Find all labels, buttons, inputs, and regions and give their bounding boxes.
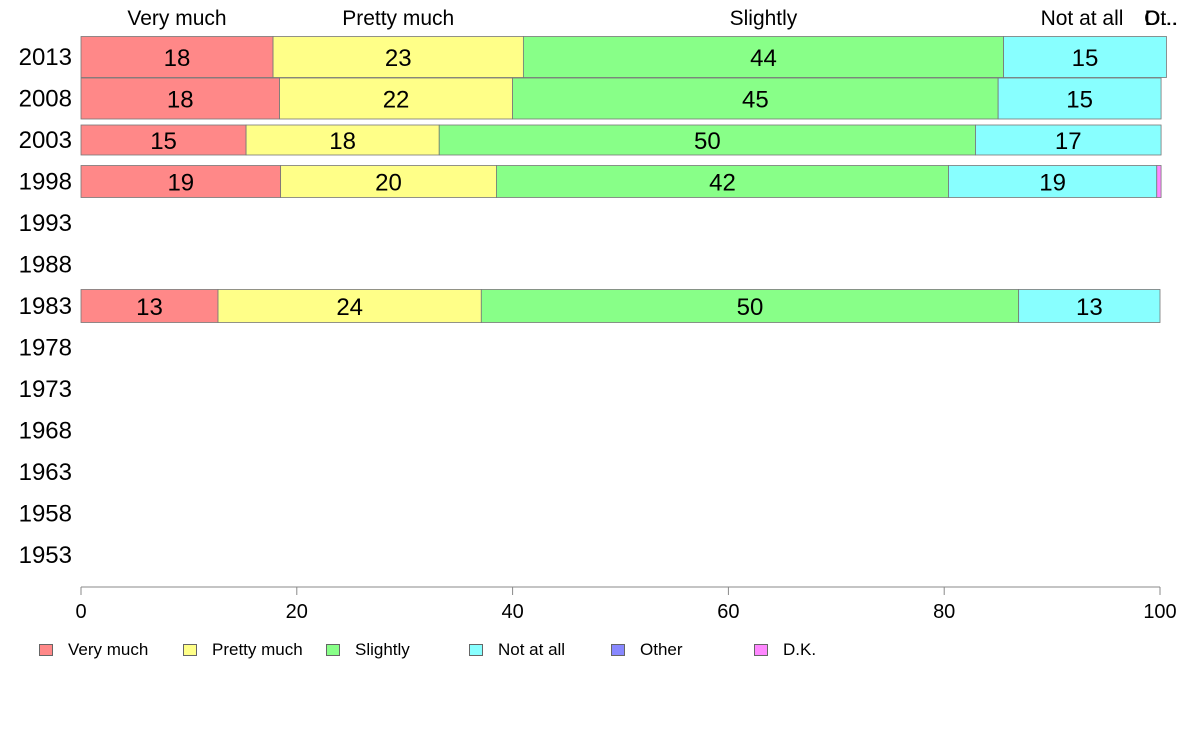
data-label: 50 <box>694 128 721 155</box>
legend-label: Very much <box>68 640 149 659</box>
legend: Very much Pretty much Slightly Not at all Ot… <box>0 636 1188 664</box>
data-label: 18 <box>329 128 356 155</box>
data-label: 18 <box>164 45 191 72</box>
y-tick-label: 1963 <box>19 459 72 486</box>
bar-segment <box>975 124 1162 156</box>
bar-segment <box>1156 165 1162 198</box>
bar-segment <box>217 289 482 323</box>
legend-item: D.K. <box>754 640 816 660</box>
bar-segment <box>80 77 280 120</box>
bar-segment <box>480 289 1020 323</box>
y-tick-label: 1958 <box>19 501 72 528</box>
bar-segment <box>279 77 514 120</box>
x-tick-label: 80 <box>933 601 955 623</box>
y-tick-label: 2003 <box>19 127 72 154</box>
legend-label: D.K. <box>783 640 817 659</box>
legend-swatch <box>754 644 768 656</box>
bar-segment <box>280 165 497 198</box>
bar-segment <box>80 36 274 78</box>
bar-segment <box>1003 36 1167 78</box>
y-tick-label: 1983 <box>19 293 72 320</box>
top-category-label: Slightly <box>730 7 798 30</box>
top-category-label: D... <box>1145 7 1178 30</box>
x-tick-label: 40 <box>501 601 523 623</box>
y-tick-label: 1968 <box>19 418 72 445</box>
x-tick-label: 100 <box>1143 601 1176 623</box>
top-category-label: Pretty much <box>342 7 454 30</box>
bar-segment <box>80 289 219 323</box>
y-tick-label: 1953 <box>19 542 72 569</box>
bar-segment <box>80 124 247 156</box>
y-tick-label: 2008 <box>19 86 72 113</box>
data-label: 15 <box>1072 45 1099 72</box>
top-category-label: Very much <box>127 7 226 30</box>
data-label: 15 <box>150 128 177 155</box>
y-tick-label: 1993 <box>19 210 72 237</box>
top-category-label: Ot.. <box>1144 7 1178 30</box>
data-label: 20 <box>375 170 402 197</box>
data-label: 24 <box>336 294 363 321</box>
y-tick-label: 1998 <box>19 169 72 196</box>
legend-swatch <box>39 644 53 656</box>
legend-swatch <box>326 644 340 656</box>
legend-item: Other <box>611 640 683 660</box>
y-tick-label: 1973 <box>19 376 72 403</box>
data-label: 42 <box>709 170 736 197</box>
data-label: 17 <box>1055 128 1082 155</box>
legend-item: Very much <box>39 640 148 660</box>
bar-segment <box>512 77 999 120</box>
data-label: 22 <box>383 87 410 114</box>
legend-label: Not at all <box>498 640 566 659</box>
bar-segment <box>948 165 1158 198</box>
bar-segment <box>522 36 1004 78</box>
legend-label: Pretty much <box>212 640 303 659</box>
data-label: 15 <box>1066 87 1093 114</box>
legend-label: Other <box>640 640 683 659</box>
bar-segment <box>1018 289 1161 323</box>
data-label: 45 <box>742 87 769 114</box>
legend-label: Slightly <box>355 640 410 659</box>
legend-item: Slightly <box>326 640 410 660</box>
legend-swatch <box>611 644 625 656</box>
y-tick-label: 2013 <box>19 44 72 71</box>
x-tick-label: 0 <box>75 601 86 623</box>
legend-item: Pretty much <box>183 640 303 660</box>
top-category-label: Not at all <box>1041 7 1124 30</box>
data-label: 44 <box>750 45 777 72</box>
y-tick-label: 1978 <box>19 335 72 362</box>
bar-segment <box>997 77 1162 120</box>
data-label: 50 <box>737 294 764 321</box>
y-tick-label: 1988 <box>19 252 72 279</box>
x-tick-label: 20 <box>286 601 308 623</box>
data-label: 13 <box>136 294 163 321</box>
bar-segment <box>80 165 282 198</box>
data-label: 23 <box>385 45 412 72</box>
legend-swatch <box>469 644 483 656</box>
data-label: 19 <box>167 170 194 197</box>
bar-segment <box>272 36 524 78</box>
data-label: 19 <box>1039 170 1066 197</box>
data-label: 18 <box>167 87 194 114</box>
legend-item: Not at all <box>469 640 565 660</box>
data-label: 13 <box>1076 294 1103 321</box>
x-tick-label: 60 <box>717 601 739 623</box>
bar-segment <box>245 124 440 156</box>
legend-swatch <box>183 644 197 656</box>
